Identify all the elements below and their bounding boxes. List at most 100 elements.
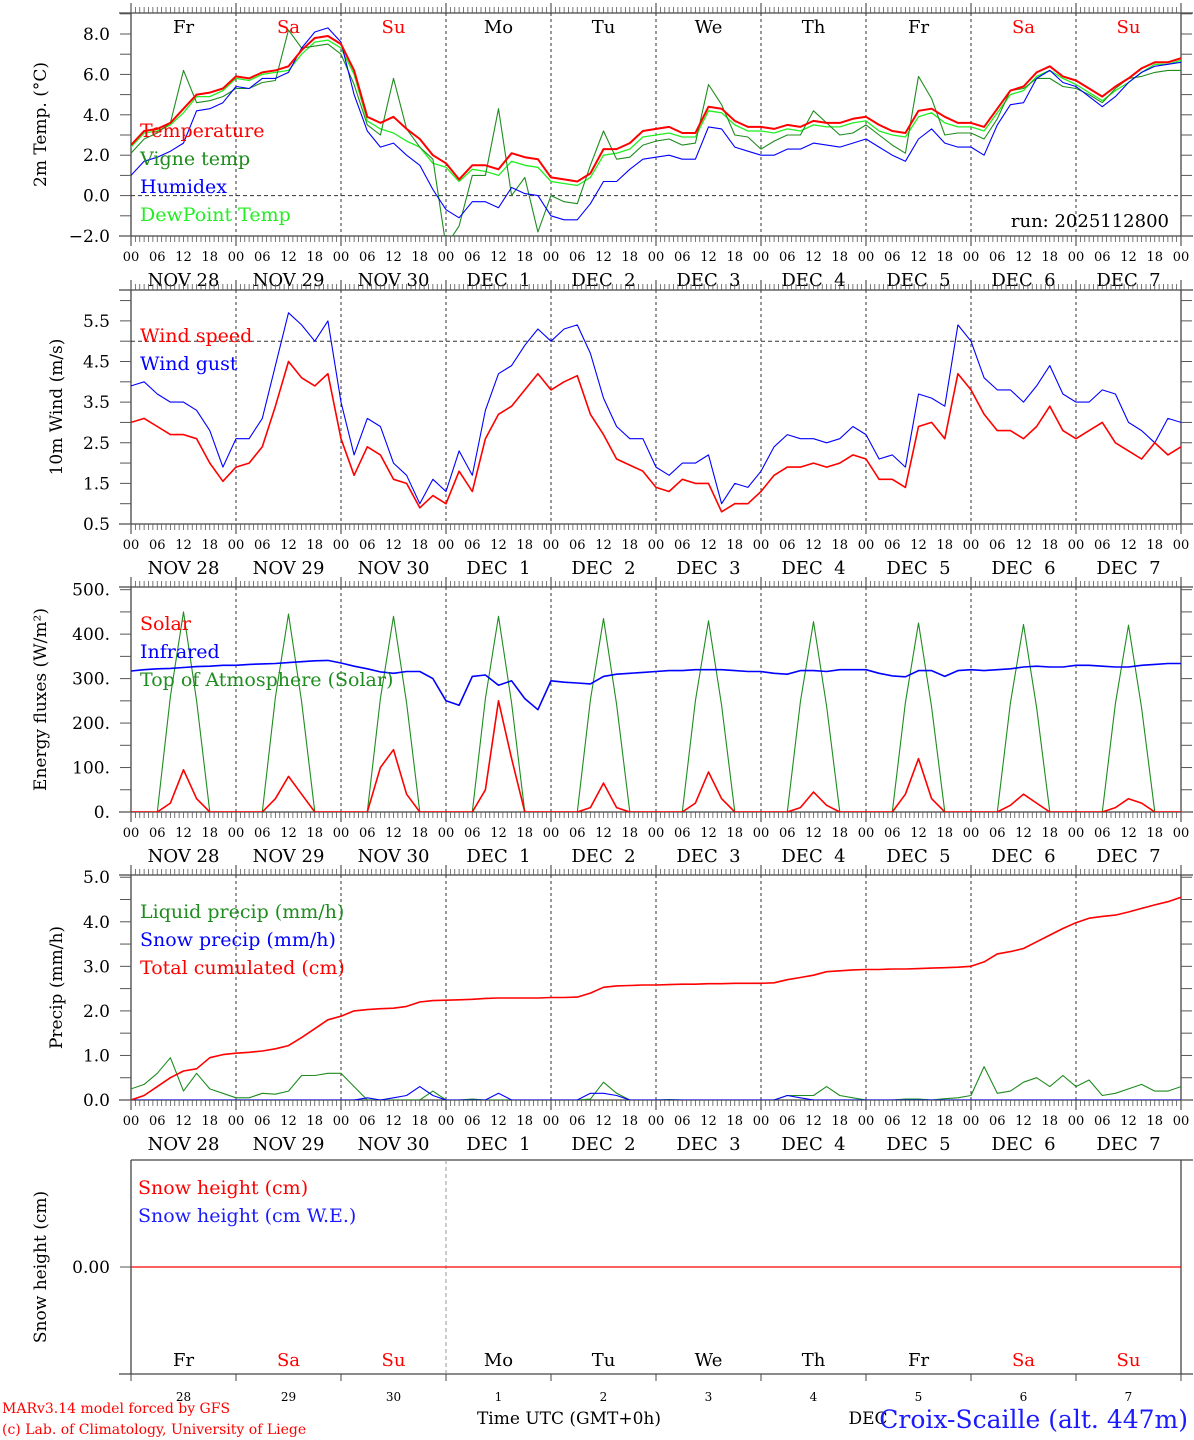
hour-tick-label: 06: [884, 538, 901, 553]
hour-tick-label: 06: [254, 538, 271, 553]
hour-tick-label: 06: [149, 538, 166, 553]
date-label: DEC 7: [1096, 1134, 1160, 1155]
hour-tick-label: 18: [1041, 826, 1058, 841]
legend-entry: DewPoint Temp: [140, 204, 291, 226]
date-label: DEC 1: [466, 1134, 530, 1155]
hour-tick-label: 00: [648, 826, 665, 841]
hour-tick-label: 06: [359, 1114, 376, 1129]
hour-tick-label: 06: [254, 826, 271, 841]
hour-tick-label: 00: [438, 826, 455, 841]
hour-tick-label: 00: [123, 250, 140, 265]
hour-tick-label: 06: [464, 1114, 481, 1129]
hour-tick-label: 18: [1146, 250, 1163, 265]
hour-tick-label: 06: [569, 826, 586, 841]
weekday-label: Mo: [484, 17, 513, 38]
hour-tick-label: 18: [1146, 538, 1163, 553]
weekday-label: Sa: [277, 1350, 300, 1371]
hour-tick-label: 06: [254, 250, 271, 265]
hour-tick-label: 18: [1041, 1114, 1058, 1129]
hour-tick-label: 18: [936, 250, 953, 265]
weekday-label: Su: [382, 17, 406, 38]
hour-tick-label: 06: [569, 1114, 586, 1129]
weekday-label: Su: [1117, 1350, 1141, 1371]
hour-tick-label: 18: [936, 826, 953, 841]
date-label: NOV 30: [358, 270, 430, 291]
date-label: DEC 5: [886, 270, 950, 291]
model-credit: MARv3.14 model forced by GFS: [2, 1401, 230, 1417]
hour-tick-label: 06: [359, 826, 376, 841]
date-label: NOV 30: [358, 558, 430, 579]
hour-tick-label: 06: [779, 1114, 796, 1129]
hour-tick-label: 18: [411, 826, 428, 841]
hour-tick-label: 12: [700, 538, 717, 553]
hour-tick-label: 00: [228, 250, 245, 265]
legend-entry: Wind gust: [140, 353, 238, 375]
weekday-label: We: [695, 1350, 723, 1371]
footer: MARv3.14 model forced by GFS (c) Lab. of …: [2, 1401, 1188, 1438]
hour-tick-label: 12: [700, 826, 717, 841]
hour-tick-label: 00: [1173, 250, 1190, 265]
y-tick-label: 400.: [72, 625, 110, 645]
hour-tick-label: 18: [306, 538, 323, 553]
hour-tick-label: 12: [1015, 1114, 1032, 1129]
hour-tick-label: 00: [543, 250, 560, 265]
hour-tick-label: 12: [595, 538, 612, 553]
hour-tick-label: 00: [333, 1114, 350, 1129]
legend-entry: Wind speed: [140, 325, 252, 347]
hour-tick-label: 00: [1068, 826, 1085, 841]
y-axis-label: 2m Temp. (°C): [31, 62, 51, 187]
hour-tick-label: 12: [280, 250, 297, 265]
hour-tick-label: 00: [1173, 1114, 1190, 1129]
hour-tick-label: 06: [779, 538, 796, 553]
hour-tick-label: 12: [700, 1114, 717, 1129]
weekday-label: Sa: [1012, 17, 1035, 38]
hour-tick-label: 00: [123, 538, 140, 553]
panel-4: Fr 28 Sa 29 Su 30 Mo 1 Tu 2 We 3 Th 4 Fr 5 Sa 6 Su 7 0.00 Sno…: [31, 1159, 1193, 1404]
y-tick-label: 0.0: [83, 187, 110, 207]
hour-tick-label: 00: [753, 250, 770, 265]
hour-tick-label: 00: [1173, 826, 1190, 841]
date-label: NOV 28: [148, 558, 220, 579]
hour-tick-label: 18: [1146, 826, 1163, 841]
hour-tick-label: 18: [201, 250, 218, 265]
hour-tick-label: 06: [884, 250, 901, 265]
hour-tick-label: 00: [123, 1114, 140, 1129]
hour-tick-label: 00: [858, 538, 875, 553]
hour-tick-label: 18: [411, 1114, 428, 1129]
hour-tick-label: 18: [831, 826, 848, 841]
hour-tick-label: 18: [1041, 250, 1058, 265]
panel-0: 00 06 12 18 00 06 12 18 00 06 12 18 00 06 12 18 00 06 12 18…: [31, 3, 1193, 291]
hour-tick-label: 18: [621, 1114, 638, 1129]
hour-tick-label: 06: [1094, 250, 1111, 265]
y-tick-label: 1.0: [83, 1046, 110, 1066]
hour-tick-label: 12: [175, 250, 192, 265]
hour-tick-label: 06: [674, 1114, 691, 1129]
hour-tick-label: 18: [726, 538, 743, 553]
hour-tick-label: 18: [306, 1114, 323, 1129]
series-line-liquid-precip-mm-h: [131, 1057, 1181, 1100]
hour-tick-label: 06: [254, 1114, 271, 1129]
series-line-infrared: [131, 659, 1181, 711]
hour-tick-label: 00: [963, 826, 980, 841]
legend-entry: Solar: [140, 613, 192, 635]
hour-tick-label: 18: [411, 250, 428, 265]
hour-tick-label: 06: [569, 250, 586, 265]
date-label: DEC 6: [991, 558, 1055, 579]
hour-tick-label: 00: [858, 1114, 875, 1129]
hour-tick-label: 12: [595, 826, 612, 841]
hour-tick-label: 00: [228, 1114, 245, 1129]
day-number-label: 28: [176, 1390, 191, 1404]
legend-entry: Temperature: [140, 120, 264, 142]
date-label: DEC 7: [1096, 846, 1160, 867]
y-tick-label: 4.0: [83, 106, 110, 126]
date-label: DEC 2: [571, 270, 635, 291]
day-number-label: 5: [915, 1390, 923, 1404]
hour-tick-label: 06: [674, 538, 691, 553]
hour-tick-label: 18: [201, 826, 218, 841]
date-label: DEC 3: [676, 846, 740, 867]
hour-tick-label: 06: [569, 538, 586, 553]
hour-tick-label: 12: [805, 826, 822, 841]
hour-tick-label: 00: [648, 250, 665, 265]
date-label: DEC 1: [466, 270, 530, 291]
weekday-label: Fr: [908, 17, 929, 38]
